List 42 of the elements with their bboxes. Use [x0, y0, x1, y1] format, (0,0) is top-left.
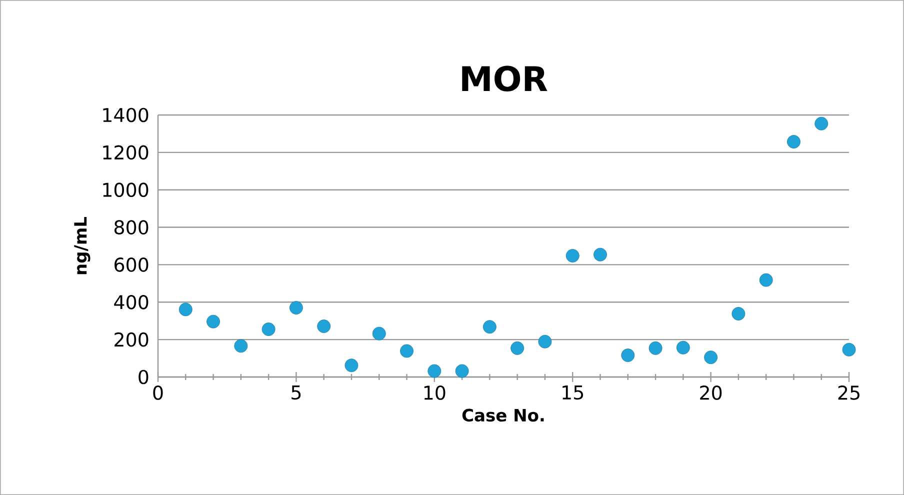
- y-tick-label: 1000: [103, 182, 148, 198]
- y-tick-label: 1400: [103, 108, 148, 122]
- point: [759, 273, 773, 287]
- y-axis-title: ng/mL: [74, 216, 90, 274]
- x-tick-label: 10: [424, 386, 446, 400]
- point: [538, 334, 552, 348]
- point: [510, 341, 524, 355]
- point: [455, 364, 469, 378]
- x-tick-label: 20: [700, 386, 722, 400]
- point: [206, 314, 220, 328]
- point: [704, 350, 718, 364]
- point: [648, 341, 662, 355]
- point: [814, 116, 828, 130]
- x-tick-label: 15: [562, 386, 584, 400]
- y-tick-label: 600: [114, 258, 148, 272]
- y-tick-label: 800: [114, 220, 148, 234]
- x-axis-title: Case No.: [462, 408, 544, 422]
- point: [566, 249, 580, 262]
- point: [317, 320, 331, 333]
- point: [400, 344, 414, 358]
- point: [676, 340, 690, 354]
- point: [787, 135, 800, 148]
- point: [594, 248, 607, 262]
- point: [234, 339, 248, 353]
- x-tick-label: 5: [292, 386, 301, 400]
- point: [621, 348, 635, 362]
- chart-title: MOR: [462, 66, 548, 92]
- point: [428, 364, 442, 378]
- point: [372, 326, 386, 340]
- y-tick-label: 200: [114, 332, 148, 347]
- y-tick-label: 400: [114, 294, 148, 310]
- point: [290, 301, 303, 314]
- point: [178, 302, 192, 316]
- y-tick-label: 1200: [103, 145, 148, 160]
- x-tick-label: 0: [153, 386, 163, 400]
- point: [262, 322, 276, 336]
- point: [344, 358, 358, 372]
- y-tick-label: 0: [138, 370, 148, 384]
- point: [842, 342, 856, 356]
- x-tick-label: 25: [838, 386, 860, 400]
- point: [482, 320, 496, 334]
- point: [732, 307, 746, 320]
